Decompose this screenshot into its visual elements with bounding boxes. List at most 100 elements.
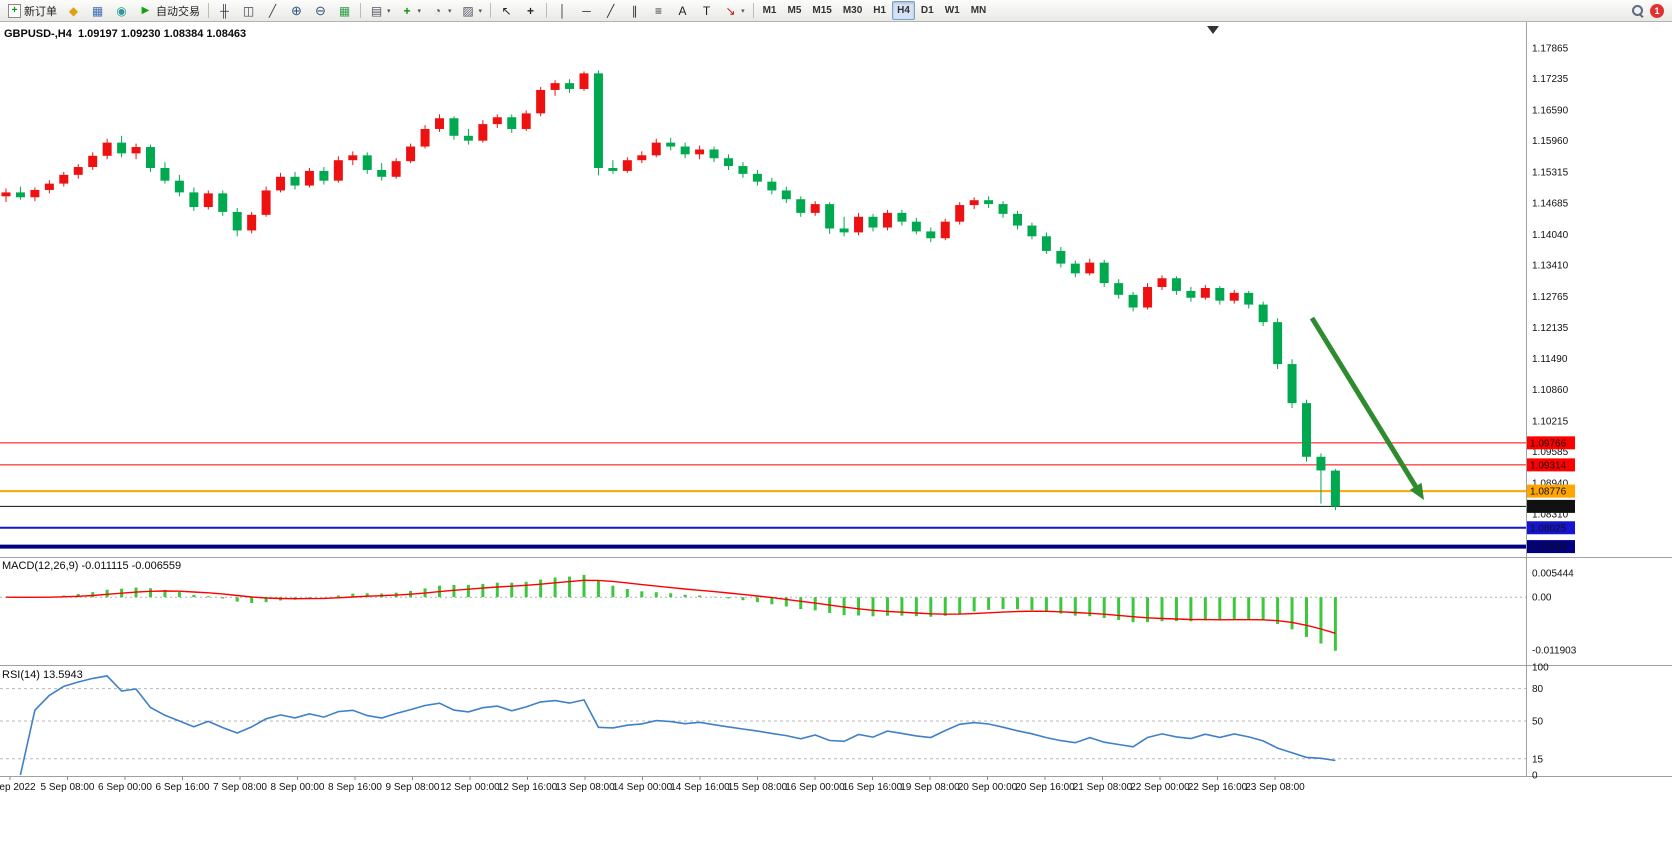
chart-canvas[interactable]: 1.17865 1.17235 1.16590 1.15960 1.15315 1.146… — [0, 22, 1672, 849]
tile-windows-button[interactable] — [333, 0, 356, 21]
timeframe-m30-button[interactable]: M30 — [842, 5, 863, 16]
hlines-layer — [0, 442, 1526, 549]
price-line-label — [1527, 521, 1575, 535]
svg-text:14 Sep 00:00: 14 Sep 00:00 — [613, 782, 673, 793]
vertical-line-button[interactable] — [551, 0, 574, 21]
text-label-icon: T — [702, 3, 711, 18]
new-order-label: 新订单 — [24, 5, 57, 18]
svg-text:1.08940: 1.08940 — [1532, 479, 1569, 490]
templates-button[interactable]: ▾ — [457, 0, 487, 21]
price-line-label — [1527, 436, 1575, 450]
timeframe-m15-button[interactable]: M15 — [812, 5, 832, 16]
bar-chart-icon — [217, 3, 232, 18]
svg-text:1.17235: 1.17235 — [1532, 74, 1569, 85]
channel-icon — [627, 3, 642, 18]
zoom-in-icon — [289, 3, 304, 18]
notification-badge[interactable]: 1 — [1650, 3, 1664, 18]
timeframe-w1-button[interactable]: W1 — [944, 5, 960, 16]
arrow-object-icon — [723, 3, 738, 18]
svg-text:80: 80 — [1532, 684, 1544, 695]
chevron-down-icon: ▾ — [417, 7, 422, 15]
svg-text:0: 0 — [1532, 771, 1538, 782]
svg-text:1.11490: 1.11490 — [1532, 354, 1568, 365]
horizontal-line-button[interactable] — [575, 0, 598, 21]
svg-text:1.13410: 1.13410 — [1532, 261, 1569, 272]
trendline-button[interactable] — [599, 0, 622, 21]
vertical-line-icon — [555, 3, 570, 18]
navigator-button[interactable] — [110, 0, 133, 21]
candlestick-button[interactable] — [237, 0, 260, 21]
svg-text:1.12135: 1.12135 — [1532, 323, 1569, 334]
timeframe-h1-button[interactable]: H1 — [873, 5, 887, 16]
text-label-button[interactable]: T — [695, 0, 718, 21]
svg-text:1.07639: 1.07639 — [1530, 542, 1567, 553]
fibonacci-icon — [651, 3, 666, 18]
timeframe-h4-button[interactable]: H4 — [892, 1, 915, 20]
candles-layer — [1, 70, 1340, 511]
timeframe-m1-button[interactable]: M1 — [762, 5, 777, 16]
trendline-icon — [603, 3, 618, 18]
timeframe-mn-button[interactable]: MN — [970, 5, 987, 16]
new-chart-button[interactable]: ▾ — [365, 0, 395, 21]
svg-text:1.10215: 1.10215 — [1532, 416, 1569, 427]
svg-text:20 Sep 16:00: 20 Sep 16:00 — [1015, 782, 1075, 793]
timeframe-m5-button[interactable]: M5 — [787, 5, 802, 16]
svg-text:100: 100 — [1532, 663, 1549, 674]
toolbar-separator — [490, 3, 492, 18]
svg-text:12 Sep 00:00: 12 Sep 00:00 — [440, 782, 500, 793]
price-axis[interactable]: 1.17865 1.17235 1.16590 1.15960 1.15315 1.146… — [1527, 43, 1577, 782]
cursor-button[interactable] — [495, 0, 518, 21]
fibonacci-button[interactable] — [647, 0, 670, 21]
tile-windows-icon — [337, 3, 352, 18]
toolbar: 新订单 自动交易 ▾ ▾ ▾ ▾ A T ▾ M1 M5 M15 M30 H1 … — [0, 0, 1672, 22]
cursor-icon — [499, 3, 514, 18]
svg-text:8 Sep 00:00: 8 Sep 00:00 — [271, 782, 325, 793]
zoom-out-button[interactable] — [309, 0, 332, 21]
indicators-button[interactable]: ▾ — [396, 0, 426, 21]
navigator-icon — [114, 3, 129, 18]
chevron-down-icon: ▾ — [448, 7, 452, 15]
svg-text:1.14040: 1.14040 — [1532, 230, 1569, 241]
text-tool-button[interactable]: A — [671, 0, 694, 21]
arrows-button[interactable]: ▾ — [719, 0, 749, 21]
svg-text:1.08776: 1.08776 — [1530, 487, 1567, 498]
crosshair-icon — [523, 3, 538, 18]
auto-trading-button[interactable]: 自动交易 — [134, 0, 204, 21]
indicators-icon — [400, 3, 415, 18]
chevron-down-icon: ▾ — [741, 7, 745, 15]
search-icon[interactable] — [1631, 4, 1644, 17]
play-icon — [138, 3, 153, 18]
zoom-in-button[interactable] — [285, 0, 308, 21]
svg-text:0.00: 0.00 — [1532, 593, 1552, 604]
new-order-icon — [8, 3, 21, 18]
time-axis[interactable]: 2 Sep 2022 5 Sep 08:006 Sep 00:00 6 Sep 16… — [0, 776, 1305, 794]
line-chart-button[interactable] — [261, 0, 284, 21]
svg-text:1.14685: 1.14685 — [1532, 198, 1569, 209]
svg-text:9 Sep 08:00: 9 Sep 08:00 — [386, 782, 440, 793]
svg-text:16 Sep 00:00: 16 Sep 00:00 — [785, 782, 845, 793]
svg-text:1.15315: 1.15315 — [1532, 168, 1569, 179]
bar-chart-button[interactable] — [213, 0, 236, 21]
chart-area[interactable]: 1.17865 1.17235 1.16590 1.15960 1.15315 1.146… — [0, 22, 1672, 849]
svg-text:1.08310: 1.08310 — [1532, 509, 1569, 520]
new-order-button[interactable]: 新订单 — [4, 0, 61, 21]
timeframe-d1-button[interactable]: D1 — [920, 5, 934, 16]
data-window-button[interactable] — [86, 0, 109, 21]
svg-text:1.16590: 1.16590 — [1532, 105, 1569, 116]
svg-text:14 Sep 16:00: 14 Sep 16:00 — [670, 782, 730, 793]
svg-text:1.09766: 1.09766 — [1530, 438, 1567, 449]
zoom-out-icon — [313, 3, 328, 18]
svg-text:-0.011903: -0.011903 — [1532, 646, 1577, 657]
crosshair-button[interactable] — [519, 0, 542, 21]
channel-button[interactable] — [623, 0, 646, 21]
toolbar-separator — [360, 3, 361, 18]
periods-button[interactable]: ▾ — [426, 0, 456, 21]
price-line-label — [1527, 484, 1575, 498]
market-watch-button[interactable] — [62, 0, 85, 21]
svg-text:1.17865: 1.17865 — [1532, 43, 1569, 54]
rsi-layer — [0, 675, 1526, 776]
template-icon — [461, 3, 476, 18]
svg-text:1.08025: 1.08025 — [1530, 523, 1567, 534]
svg-text:8 Sep 16:00: 8 Sep 16:00 — [328, 782, 382, 793]
svg-text:13 Sep 08:00: 13 Sep 08:00 — [555, 782, 615, 793]
